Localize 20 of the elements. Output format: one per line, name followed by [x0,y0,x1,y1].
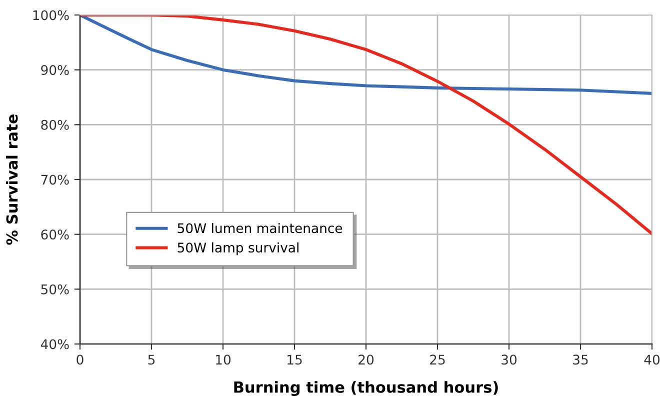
y-axis-title: % Survival rate [6,114,18,245]
x-axis-title: Burning time (thousand hours) [234,381,498,396]
x-tick-label: 30 [502,354,517,365]
y-tick-label: 100% [33,10,69,20]
legend-label: 50W lumen maintenance [178,222,342,234]
x-tick-label: 25 [430,354,445,365]
y-tick-label: 80% [41,120,69,130]
y-tick-label: 90% [41,65,69,76]
x-tick-label: 5 [148,354,155,365]
legend-label: 50W lamp survival [178,242,298,256]
x-tick-label: 40 [644,354,660,365]
y-tick-label: 40% [40,339,69,350]
y-tick-label: 60% [41,230,69,240]
x-tick-label: 15 [288,354,302,365]
y-tick-label: 70% [41,174,69,185]
y-tick-label: 50% [41,284,69,294]
x-tick-label: 35 [573,354,588,365]
x-tick-label: 0 [76,354,84,365]
x-tick-label: 10 [216,354,231,365]
x-tick-label: 20 [358,354,374,365]
